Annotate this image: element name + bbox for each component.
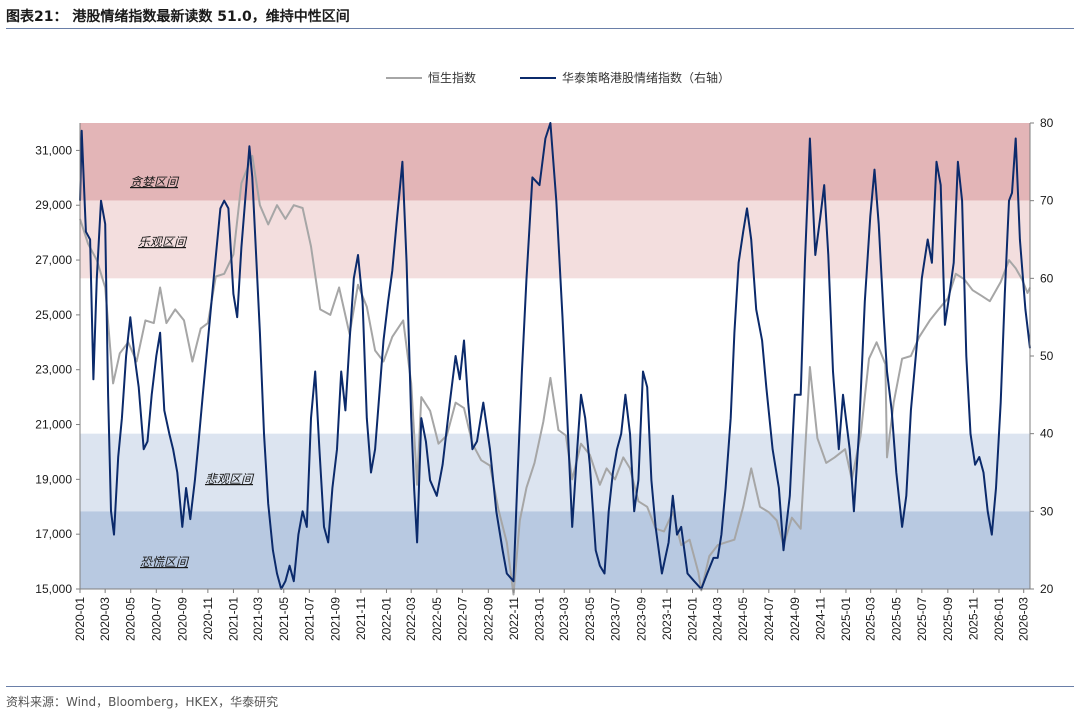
right-tick-label: 30 [1040,504,1054,518]
x-tick-label: 2025-03 [864,597,878,641]
x-tick-label: 2025-05 [889,597,903,641]
x-tick-label: 2022-03 [404,597,418,641]
left-tick-label: 21,000 [35,418,72,432]
x-tick-label: 2021-05 [277,597,291,641]
zone-label-pessimism: 悲观区间 [205,472,255,486]
left-tick-label: 31,000 [35,143,72,157]
x-tick-label: 2023-09 [634,597,648,641]
left-tick-label: 23,000 [35,363,72,377]
x-tick-label: 2024-01 [686,597,700,641]
hsi-line [79,154,1031,596]
x-tick-label: 2024-03 [711,597,725,641]
figure-title: 图表21： 港股情绪指数最新读数 51.0，维持中性区间 [6,9,350,25]
x-tick-label: 2024-05 [736,597,750,641]
zone-fear [80,511,1030,589]
zone-label-fear: 恐慌区间 [140,555,190,569]
x-tick-label: 2021-01 [226,597,240,641]
x-tick-label: 2022-01 [379,597,393,641]
x-tick-label: 2022-05 [430,597,444,641]
right-tick-label: 70 [1040,194,1054,208]
footer-rule [6,686,1074,687]
x-tick-label: 2024-11 [813,597,827,640]
right-tick-label: 20 [1040,582,1054,596]
x-tick-label: 2023-03 [557,597,571,641]
x-tick-label: 2025-07 [915,597,929,641]
zone-label-greed: 贪婪区间 [130,175,180,189]
x-tick-label: 2020-11 [201,597,215,640]
x-tick-label: 2024-07 [762,597,776,641]
x-tick-label: 2022-07 [455,597,469,641]
x-tick-label: 2020-07 [149,597,163,641]
chart-legend: 恒生指数 华泰策略港股情绪指数（右轴） [386,70,730,85]
chart-lines [79,122,1031,596]
x-tick-label: 2023-01 [532,597,546,641]
left-tick-label: 25,000 [35,308,72,322]
x-tick-label: 2020-03 [98,597,112,641]
right-tick-label: 60 [1040,271,1054,285]
zone-label-optimism: 乐观区间 [138,235,188,249]
source-note: 资料来源：Wind，Bloomberg，HKEX，华泰研究 [6,695,279,709]
x-tick-label: 2021-03 [251,597,265,641]
left-tick-label: 19,000 [35,472,72,486]
x-tick-label: 2020-05 [124,597,138,641]
x-tick-label: 2026-01 [992,597,1006,641]
x-tick-label: 2021-07 [302,597,316,641]
left-tick-label: 27,000 [35,253,72,267]
left-tick-label: 15,000 [35,582,72,596]
title-rule [6,28,1074,29]
left-tick-label: 17,000 [35,527,72,541]
x-tick-label: 2025-09 [941,597,955,641]
x-tick-label: 2021-09 [328,597,342,641]
x-tick-label: 2023-07 [608,597,622,641]
x-tick-label: 2023-05 [583,597,597,641]
x-tick-label: 2022-11 [507,597,521,640]
left-tick-label: 29,000 [35,198,72,212]
zone-pessimism [80,433,1030,512]
right-tick-label: 50 [1040,349,1054,363]
chart-axes: 15,000 17,000 19,000 21,000 23,000 25,000 27,0… [35,116,1053,641]
x-tick-label: 2024-09 [788,597,802,641]
x-tick-label: 2026-03 [1017,597,1031,641]
legend-label-2: 华泰策略港股情绪指数（右轴） [562,70,730,85]
x-tick-label: 2021-11 [354,597,368,640]
x-tick-label: 2025-11 [966,597,980,640]
right-tick-label: 40 [1040,427,1054,441]
x-tick-label: 2025-01 [839,597,853,641]
sentiment-line [79,122,1031,590]
x-tick-label: 2022-09 [481,597,495,641]
x-tick-label: 2020-01 [73,597,87,641]
x-tick-label: 2020-09 [175,597,189,641]
x-tick-label: 2023-11 [660,597,674,640]
zone-optimism [80,200,1030,279]
right-tick-label: 80 [1040,116,1054,130]
legend-label-1: 恒生指数 [428,70,476,85]
